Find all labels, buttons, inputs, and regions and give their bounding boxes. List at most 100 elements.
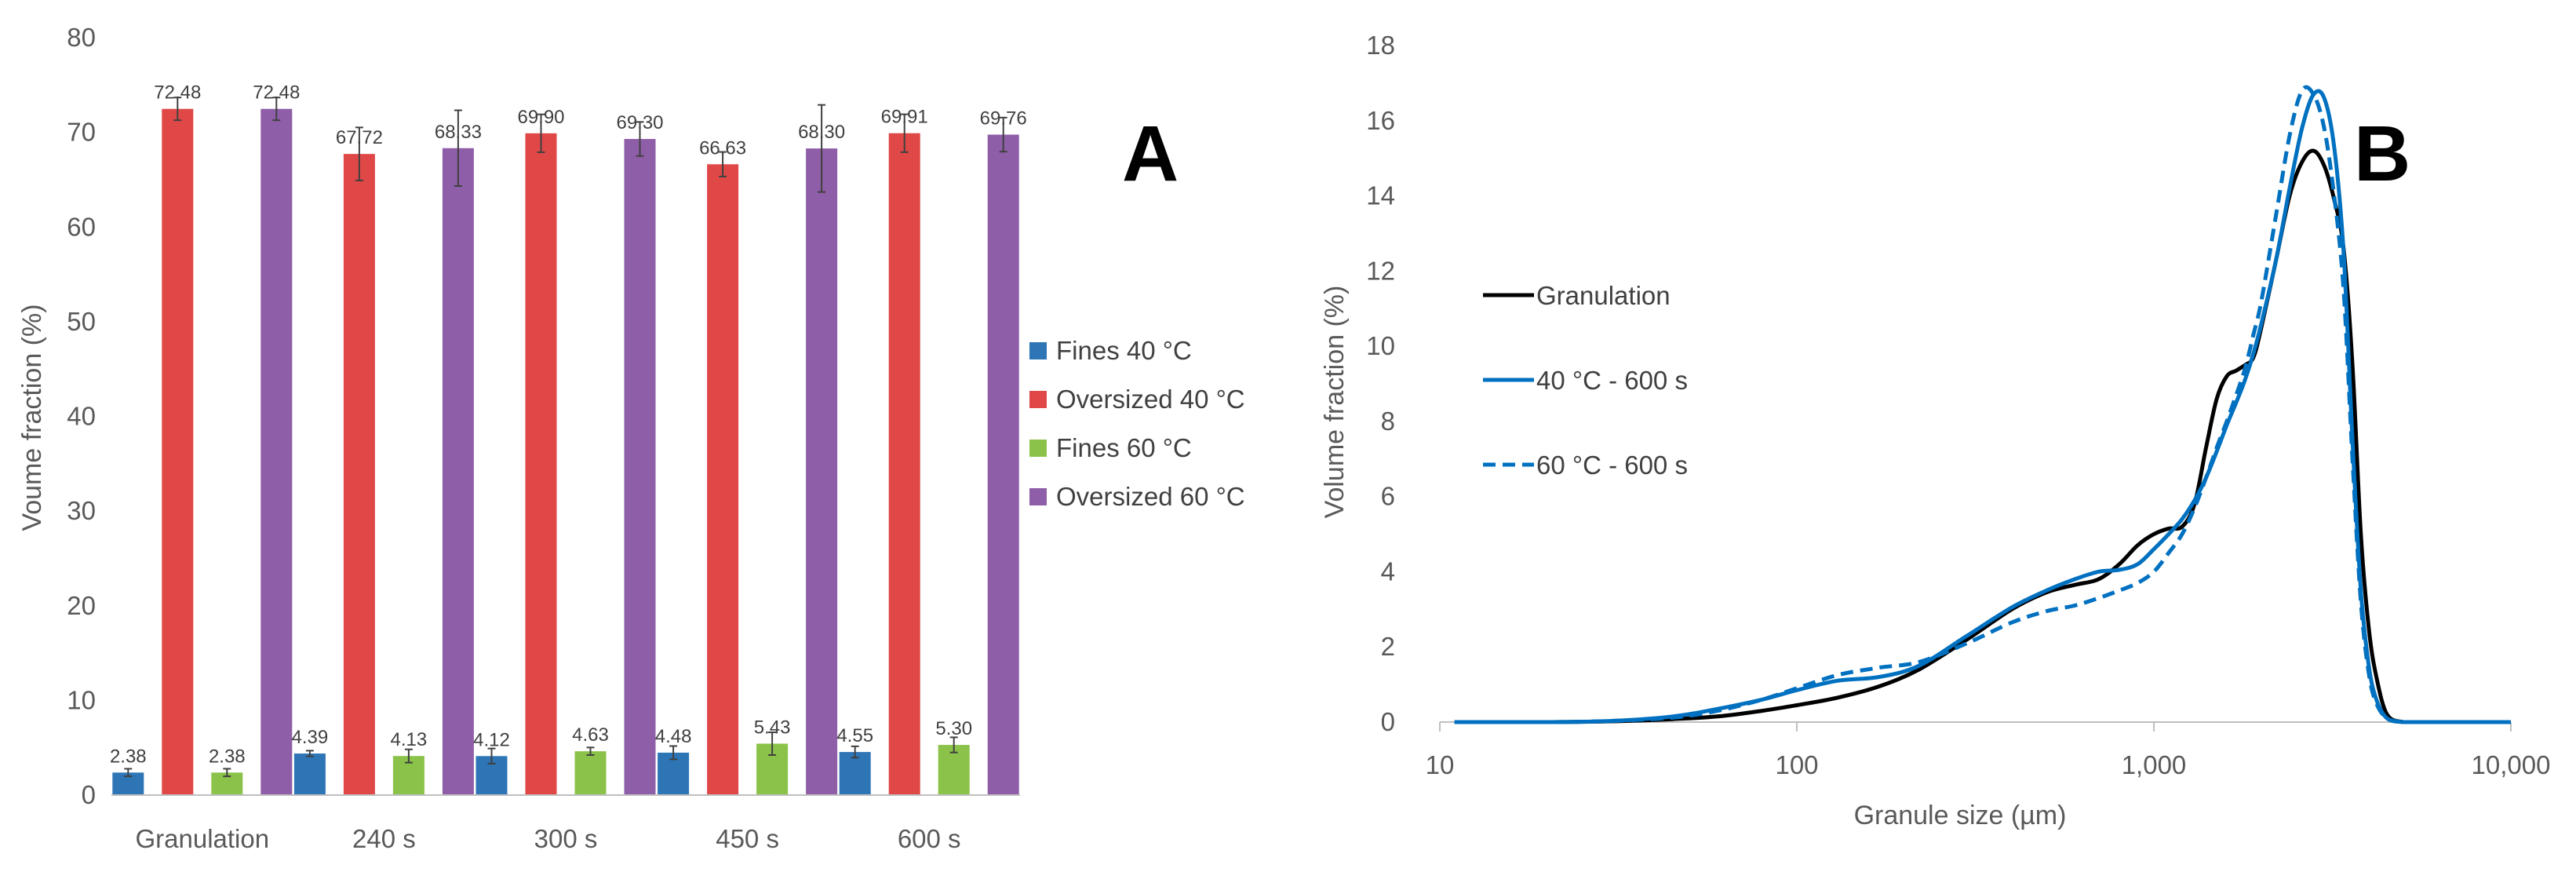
- panel-a-data-labels: 2.38 72.48 2.38 72.48 4.39 67.72 4.13 68.33 4.12…: [110, 82, 1027, 768]
- panel-a-y-tick-labels: 0 10 20 30 40 50 60 70 80: [67, 23, 96, 809]
- panel-b-y-tick-6: 6: [1381, 482, 1395, 511]
- panel-b-y-tick-10: 10: [1366, 331, 1395, 360]
- data-label-fines-40-c-300-s: 4.12: [473, 729, 510, 750]
- error-bar-fines-60-c-600-s: [949, 736, 958, 753]
- error-bar-oversized-60-c-600-s: [999, 116, 1007, 153]
- panel-b-x-axis-title: Granule size (µm): [1854, 801, 2067, 830]
- panel-b-x-tick-10-000: 10,000: [2472, 750, 2551, 779]
- panel-a-legend: Fines 40 °C Oversized 40 °C Fines 60 °C Ove…: [1029, 336, 1245, 511]
- panel-b-legend: Granulation 40 °C - 600 s 60 °C - 600 s: [1483, 281, 1688, 480]
- data-label-fines-40-c-granulation: 2.38: [110, 746, 147, 767]
- data-label-fines-60-c-240-s: 4.13: [391, 729, 428, 750]
- error-bar-fines-60-c-240-s: [404, 748, 413, 764]
- panel-label-a: A: [1122, 110, 1179, 198]
- legend-swatch-oversized-60-c: [1029, 488, 1047, 505]
- legend-swatch-fines-60-c: [1029, 440, 1047, 457]
- error-bar-oversized-60-c-450-s: [818, 104, 826, 193]
- series-line-60-c-600-s: [1454, 85, 2418, 724]
- error-bar-oversized-40-c-600-s: [900, 113, 909, 153]
- error-bar-fines-40-c-450-s: [669, 745, 678, 761]
- panel-b-y-axis-title: Volume fraction (%): [1320, 286, 1350, 519]
- error-bar-fines-60-c-300-s: [586, 746, 595, 756]
- bar-oversized-60-c-240-s: [442, 148, 474, 795]
- error-bar-fines-40-c-240-s: [305, 750, 314, 757]
- bar-fines-60-c-300-s: [574, 751, 607, 795]
- panel-b-y-tick-16: 16: [1366, 106, 1395, 135]
- data-label-fines-40-c-450-s: 4.48: [655, 726, 692, 747]
- data-label-oversized-40-c-300-s: 69.90: [517, 107, 564, 128]
- error-bar-oversized-40-c-granulation: [173, 97, 182, 122]
- data-label-oversized-60-c-450-s: 68.30: [798, 122, 845, 143]
- panel-a-y-tick-10: 10: [67, 685, 96, 714]
- legend-swatch-oversized-40-c: [1029, 391, 1047, 408]
- panel-a-error-bars: [124, 97, 1007, 778]
- data-label-oversized-40-c-600-s: 69.91: [881, 107, 928, 128]
- data-label-fines-60-c-300-s: 4.63: [572, 724, 609, 746]
- panel-b-x-tick-labels: 10 100 1,000 10,000: [1426, 722, 2551, 779]
- error-bar-oversized-60-c-240-s: [454, 109, 462, 188]
- legend-label-fines-60-c: Fines 60 °C: [1056, 433, 1192, 462]
- panel-a-x-tick-600-s: 600 s: [898, 824, 961, 853]
- bar-oversized-40-c-450-s: [707, 164, 739, 795]
- panel-a-x-tick-450-s: 450 s: [716, 824, 779, 853]
- data-label-fines-40-c-240-s: 4.39: [292, 727, 329, 748]
- bar-oversized-40-c-300-s: [525, 133, 557, 796]
- data-label-oversized-60-c-granulation: 72.48: [253, 82, 300, 104]
- error-bar-fines-40-c-600-s: [851, 745, 859, 759]
- panel-a-y-tick-0: 0: [82, 780, 96, 809]
- panel-a-y-tick-70: 70: [67, 118, 96, 147]
- legend-label-granulation: Granulation: [1536, 281, 1671, 310]
- legend-label-60-c-600-s: 60 °C - 600 s: [1536, 451, 1688, 480]
- legend-label-fines-40-c: Fines 40 °C: [1056, 336, 1192, 365]
- panel-a-y-tick-80: 80: [67, 23, 96, 52]
- error-bar-fines-40-c-300-s: [487, 747, 496, 764]
- panel-b-y-tick-12: 12: [1366, 256, 1395, 285]
- bar-fines-40-c-240-s: [293, 753, 326, 795]
- bar-oversized-40-c-granulation: [162, 108, 194, 795]
- panel-b-series-lines: [1454, 85, 2511, 724]
- error-bar-fines-60-c-granulation: [223, 768, 231, 778]
- data-label-fines-40-c-600-s: 4.55: [836, 725, 873, 746]
- error-bar-oversized-40-c-240-s: [355, 126, 363, 181]
- panel-a-y-axis-title: Voume fraction (%): [17, 304, 47, 531]
- panel-a-bars: [112, 108, 1019, 796]
- legend-label-oversized-40-c: Oversized 40 °C: [1056, 385, 1245, 414]
- bar-oversized-60-c-450-s: [806, 148, 838, 796]
- panel-b-y-tick-14: 14: [1366, 181, 1395, 210]
- data-label-oversized-60-c-300-s: 69.30: [616, 112, 663, 133]
- bar-fines-40-c-600-s: [839, 752, 871, 795]
- panel-b-y-tick-4: 4: [1381, 556, 1395, 586]
- bar-oversized-60-c-granulation: [261, 108, 293, 795]
- panel-b-y-tick-18: 18: [1366, 31, 1395, 60]
- data-label-oversized-60-c-240-s: 68.33: [435, 122, 482, 143]
- panel-b-y-tick-labels: 0 2 4 6 8 10 12 14 16 18: [1366, 31, 1395, 736]
- data-label-oversized-40-c-granulation: 72.48: [154, 82, 201, 104]
- panel-a-y-tick-40: 40: [67, 402, 96, 431]
- data-label-fines-60-c-600-s: 5.30: [935, 718, 972, 739]
- error-bar-oversized-60-c-300-s: [636, 121, 644, 157]
- panel-a-x-tick-300-s: 300 s: [534, 824, 598, 853]
- panel-b-y-tick-8: 8: [1381, 407, 1395, 436]
- panel-a-y-tick-20: 20: [67, 591, 96, 620]
- panel-b-x-tick-100: 100: [1775, 750, 1818, 779]
- panel-label-b: B: [2354, 110, 2410, 198]
- error-bar-oversized-40-c-300-s: [537, 113, 545, 153]
- legend-label-oversized-60-c: Oversized 60 °C: [1056, 482, 1245, 511]
- bar-oversized-40-c-240-s: [343, 154, 375, 795]
- bar-fines-60-c-600-s: [938, 745, 970, 795]
- bar-oversized-60-c-600-s: [987, 134, 1019, 795]
- panel-b-y-tick-2: 2: [1381, 632, 1395, 661]
- legend-swatch-fines-40-c: [1029, 342, 1047, 359]
- error-bar-oversized-40-c-450-s: [719, 151, 727, 177]
- panel-a-x-tick-labels: Granulation 240 s 300 s 450 s 600 s: [135, 824, 960, 853]
- panel-a-y-tick-30: 30: [67, 496, 96, 525]
- bar-oversized-40-c-600-s: [888, 133, 920, 795]
- panel-a-x-tick-granulation: Granulation: [135, 824, 269, 853]
- panel-a-x-tick-240-s: 240 s: [352, 824, 416, 853]
- panel-a-y-tick-50: 50: [67, 307, 96, 336]
- data-label-oversized-40-c-240-s: 67.72: [336, 127, 383, 148]
- panel-a-bar-chart: 0 10 20 30 40 50 60 70 80 2.38 72.48 2.38 72.48 4.39…: [17, 23, 1245, 853]
- data-label-oversized-40-c-450-s: 66.63: [699, 137, 746, 159]
- panel-a-y-tick-60: 60: [67, 212, 96, 241]
